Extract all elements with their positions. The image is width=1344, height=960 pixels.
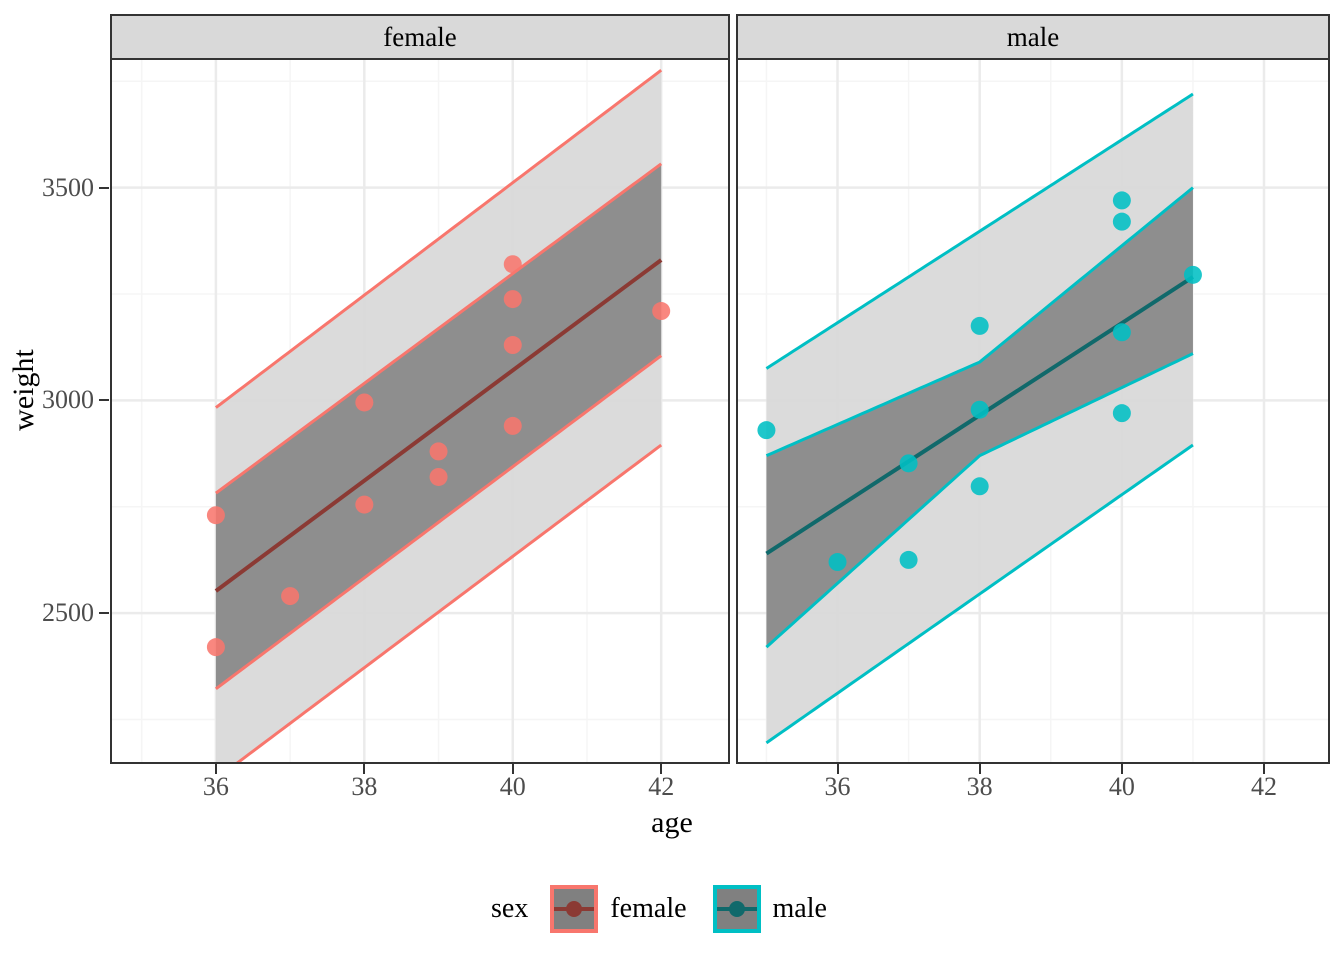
x-tick-mark (836, 764, 839, 774)
x-tick-label: 36 (824, 772, 851, 801)
y-tick-label: 3000 (42, 385, 94, 415)
x-tick-label: 40 (499, 772, 526, 801)
legend-title: sex (491, 893, 529, 924)
x-tick-label: 38 (351, 772, 378, 801)
x-tick-mark (511, 764, 514, 774)
x-tick-label: 42 (1251, 772, 1278, 801)
x-axis-title-text: age (651, 806, 693, 839)
y-tick-mark (99, 186, 109, 189)
legend: sex female male (0, 878, 1344, 940)
legend-key-male (712, 885, 761, 933)
x-tick-mark (363, 764, 366, 774)
facet-strip-label: male (1006, 21, 1060, 52)
y-tick-mark (99, 399, 109, 402)
x-tick-label: 42 (648, 772, 675, 801)
facet-strip-female: female (110, 14, 730, 60)
x-tick-mark (660, 764, 663, 774)
facet-panel-male (736, 58, 1330, 764)
x-tick-mark (214, 764, 217, 774)
legend-item-female[interactable]: female (550, 885, 712, 933)
legend-item-male[interactable]: male (712, 885, 853, 933)
y-tick-mark (99, 612, 109, 615)
facet-strip-label: female (383, 21, 457, 52)
x-axis-title: age (0, 806, 1344, 840)
legend-label-male: male (772, 893, 827, 924)
x-tick-label: 40 (1108, 772, 1135, 801)
facet-strip-male: male (736, 14, 1330, 60)
x-tick-label: 38 (966, 772, 993, 801)
legend-point-female (566, 901, 583, 917)
y-tick-label: 2500 (42, 598, 94, 628)
x-tick-mark (1263, 764, 1266, 774)
legend-label-female: female (610, 893, 687, 924)
x-tick-label: 36 (202, 772, 229, 801)
facet-panel-female (110, 58, 730, 764)
y-tick-label: 3500 (42, 172, 94, 202)
x-tick-mark (1120, 764, 1123, 774)
legend-point-male (728, 901, 745, 917)
legend-key-female (550, 885, 599, 933)
x-tick-mark (978, 764, 981, 774)
